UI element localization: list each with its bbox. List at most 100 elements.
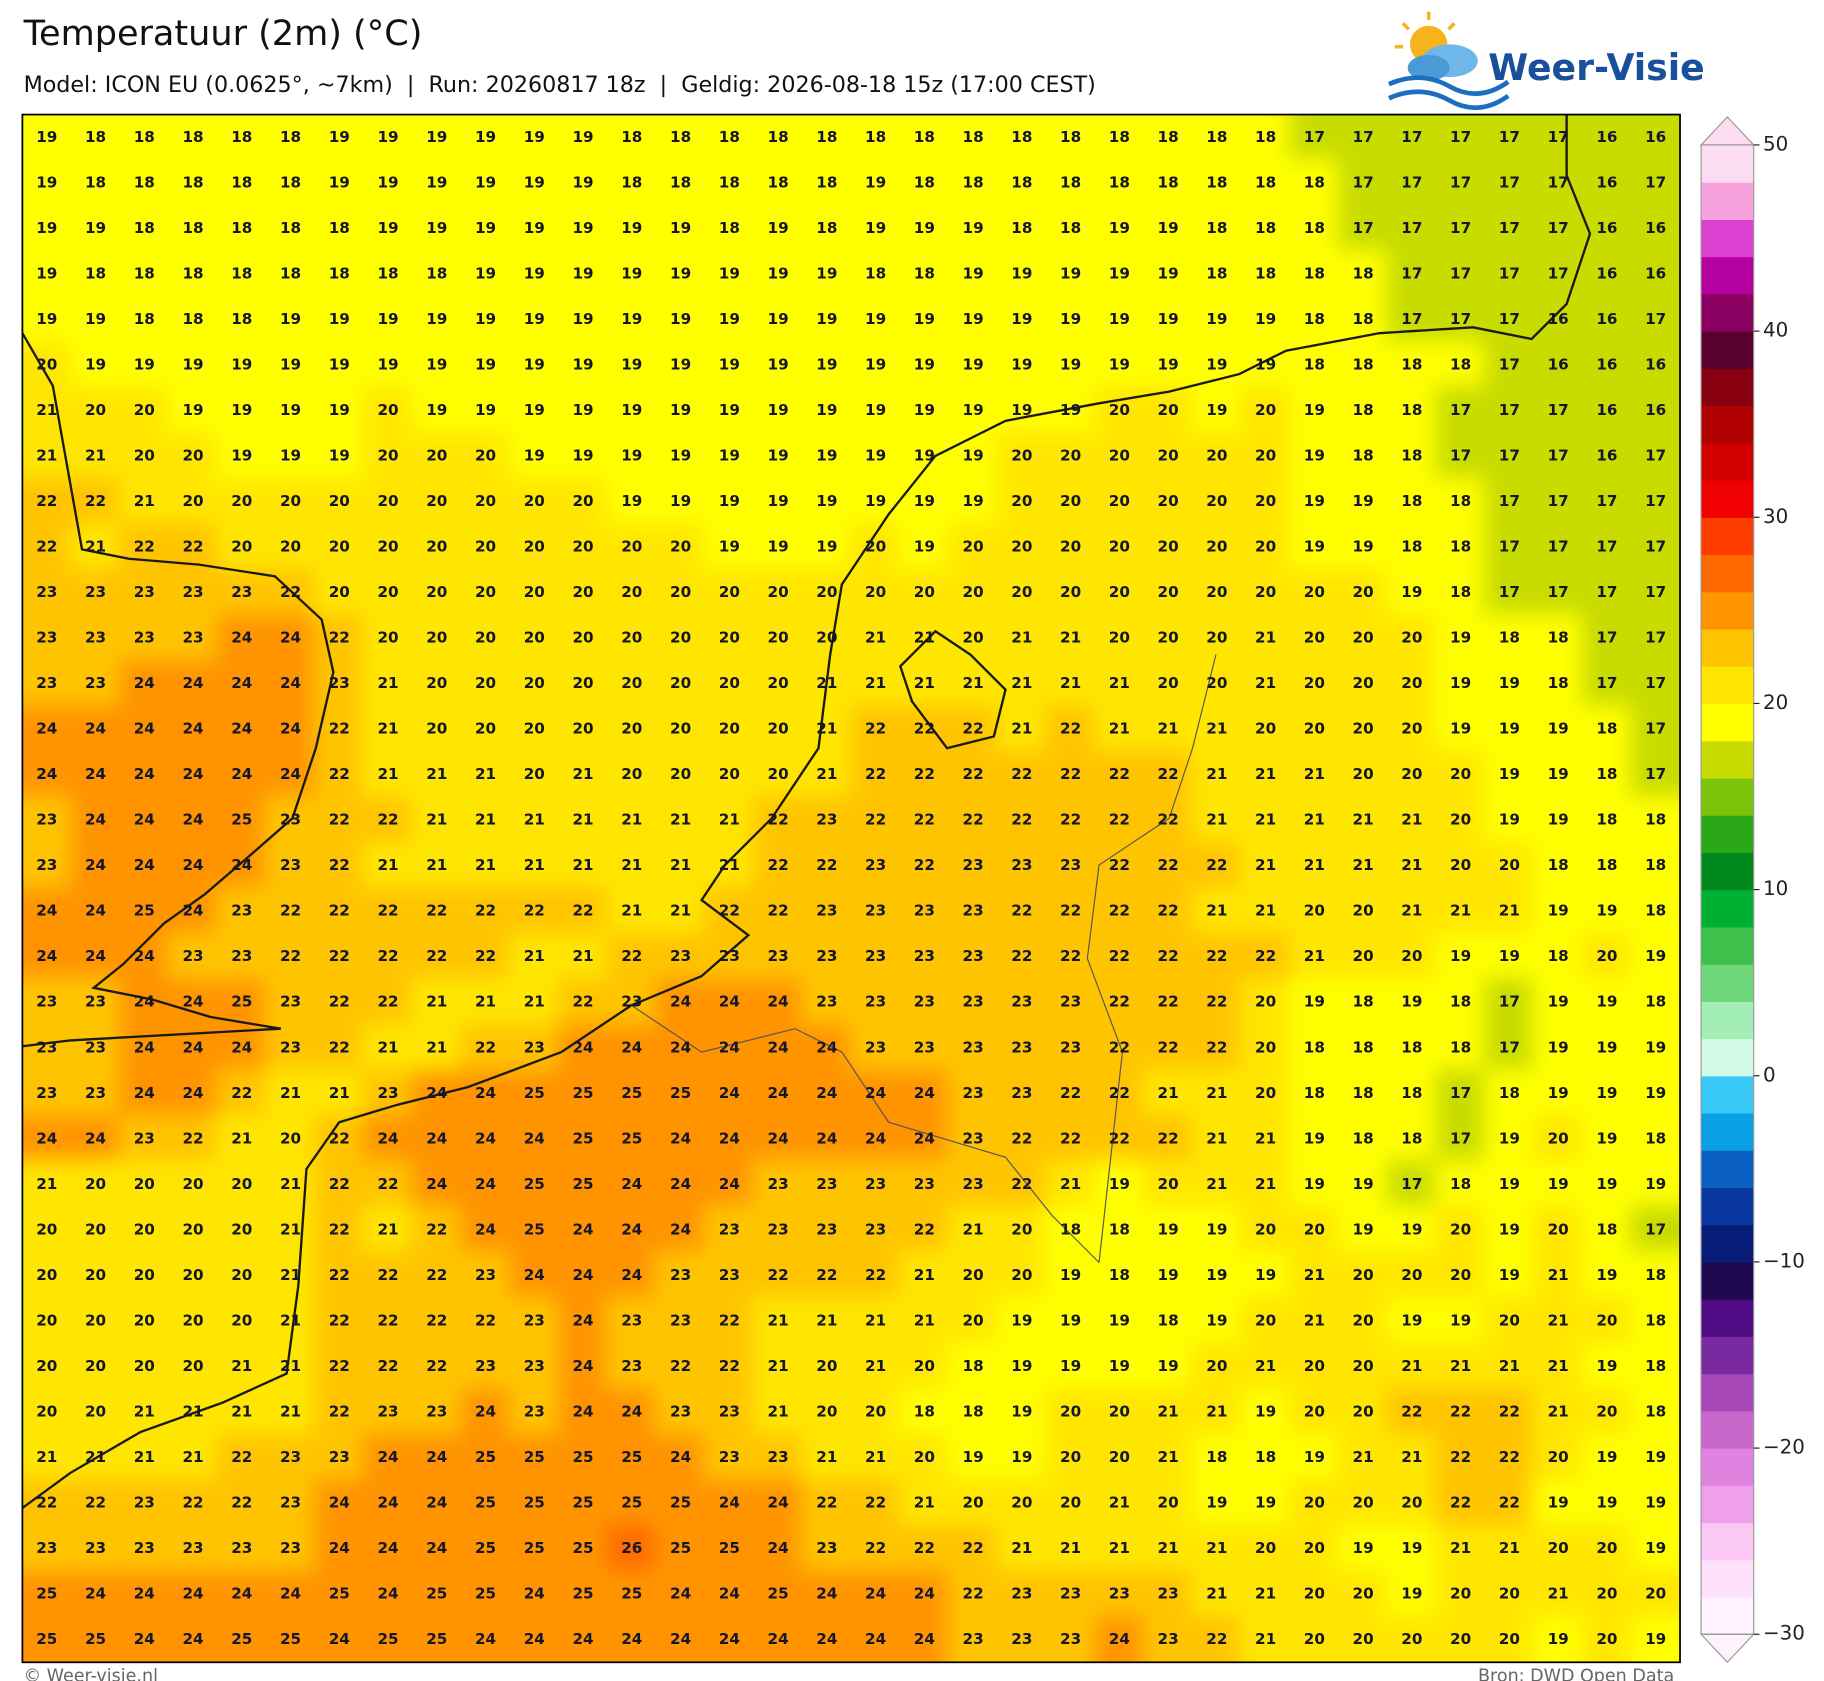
temp-cell	[265, 1205, 317, 1254]
temp-cell	[1630, 1251, 1681, 1300]
temp-cell	[1142, 204, 1194, 253]
temp-value: 21	[182, 1402, 203, 1420]
temp-cell	[703, 249, 755, 298]
temp-value: 18	[182, 264, 203, 282]
temp-cell	[313, 477, 365, 526]
temp-cell	[167, 114, 219, 163]
temp-value: 19	[280, 446, 301, 464]
subtitle: Model: ICON EU (0.0625°, ~7km) | Run: 20…	[24, 72, 1096, 98]
temp-value: 19	[475, 310, 496, 328]
temp-cell	[947, 932, 999, 981]
temp-value: 19	[182, 401, 203, 419]
temp-value: 21	[1255, 629, 1276, 647]
logo-text: Weer-Visie	[1488, 46, 1704, 89]
temp-value: 17	[1645, 310, 1666, 328]
temp-value: 20	[1206, 446, 1227, 464]
temp-cell	[850, 1160, 902, 1209]
temp-cell	[313, 1296, 365, 1345]
temp-value: 23	[377, 1084, 398, 1102]
temp-value: 24	[280, 765, 301, 783]
temp-value: 21	[1255, 1585, 1276, 1603]
temp-value: 19	[572, 401, 593, 419]
temp-value: 23	[134, 1539, 155, 1557]
temp-cell	[1386, 432, 1438, 480]
temp-cell	[898, 1023, 950, 1072]
temp-value: 20	[1109, 1448, 1130, 1466]
temp-value: 21	[524, 856, 545, 874]
temp-cell	[655, 204, 707, 253]
temp-cell	[313, 796, 365, 845]
temp-value: 24	[182, 993, 203, 1011]
temp-cell	[508, 1023, 560, 1072]
colorbar-segment	[1701, 852, 1754, 891]
temp-cell	[313, 1160, 365, 1209]
temp-value: 21	[1206, 1129, 1227, 1147]
temp-cell	[1630, 978, 1681, 1027]
temp-cell	[69, 204, 122, 253]
temp-cell	[1045, 204, 1097, 253]
temp-cell	[216, 1433, 268, 1482]
temp-cell	[411, 841, 463, 890]
temp-cell	[1435, 1387, 1487, 1436]
temp-cell	[1142, 659, 1194, 708]
temp-value: 17	[1499, 401, 1520, 419]
temp-cell	[265, 1570, 317, 1618]
temp-value: 21	[1206, 1402, 1227, 1420]
temp-cell	[1483, 1069, 1535, 1118]
temp-cell	[1630, 1205, 1681, 1254]
temp-value: 21	[426, 993, 447, 1011]
temp-cell	[606, 1114, 658, 1163]
temp-cell	[557, 978, 609, 1027]
temp-cell	[1386, 568, 1438, 617]
temp-cell	[411, 887, 463, 936]
temp-value: 19	[1158, 1266, 1179, 1284]
temp-cell	[606, 978, 658, 1027]
temp-cell	[167, 386, 219, 435]
temp-value: 24	[572, 1357, 593, 1375]
temp-value: 22	[377, 947, 398, 965]
temp-value: 24	[719, 1175, 740, 1193]
temp-cell	[703, 204, 755, 253]
temp-cell	[1240, 1387, 1292, 1436]
temp-cell	[1142, 568, 1194, 617]
temp-cell	[1386, 1524, 1438, 1573]
temp-cell	[118, 705, 170, 754]
temp-cell	[850, 1205, 902, 1254]
temp-cell	[313, 114, 365, 163]
footer-left: © Weer-visie.nl	[24, 1666, 158, 1681]
temp-cell	[1142, 477, 1194, 526]
temp-value: 20	[377, 492, 398, 510]
temp-cell	[850, 249, 902, 298]
temp-cell	[508, 249, 560, 298]
temp-cell	[1435, 1114, 1487, 1163]
temp-cell	[801, 568, 853, 617]
temp-cell	[69, 796, 122, 845]
temp-cell	[1337, 1524, 1389, 1573]
temp-value: 21	[426, 765, 447, 783]
temp-cell	[996, 978, 1048, 1027]
temp-value: 17	[1450, 401, 1471, 419]
temp-cell	[1337, 750, 1389, 799]
temp-value: 23	[816, 811, 837, 829]
temp-cell	[265, 1114, 317, 1163]
temp-value: 22	[914, 856, 935, 874]
temp-value: 19	[1548, 993, 1569, 1011]
temp-value: 24	[377, 1448, 398, 1466]
temp-value: 24	[377, 1129, 398, 1147]
temp-cell	[362, 1387, 414, 1436]
temp-cell	[1581, 568, 1633, 617]
temp-cell	[1630, 1524, 1681, 1573]
temp-value: 22	[329, 947, 350, 965]
temp-cell	[313, 1251, 365, 1300]
temp-value: 21	[280, 1220, 301, 1238]
temp-cell	[362, 204, 414, 253]
colorbar-segment	[1701, 144, 1754, 183]
temp-cell	[167, 568, 219, 617]
temp-cell	[1142, 796, 1194, 845]
temp-cell	[118, 841, 170, 890]
temp-value: 19	[1304, 446, 1325, 464]
temp-cell	[1093, 1342, 1145, 1391]
temp-cell	[557, 477, 609, 526]
temp-value: 23	[85, 1084, 106, 1102]
temp-value: 22	[963, 1539, 984, 1557]
